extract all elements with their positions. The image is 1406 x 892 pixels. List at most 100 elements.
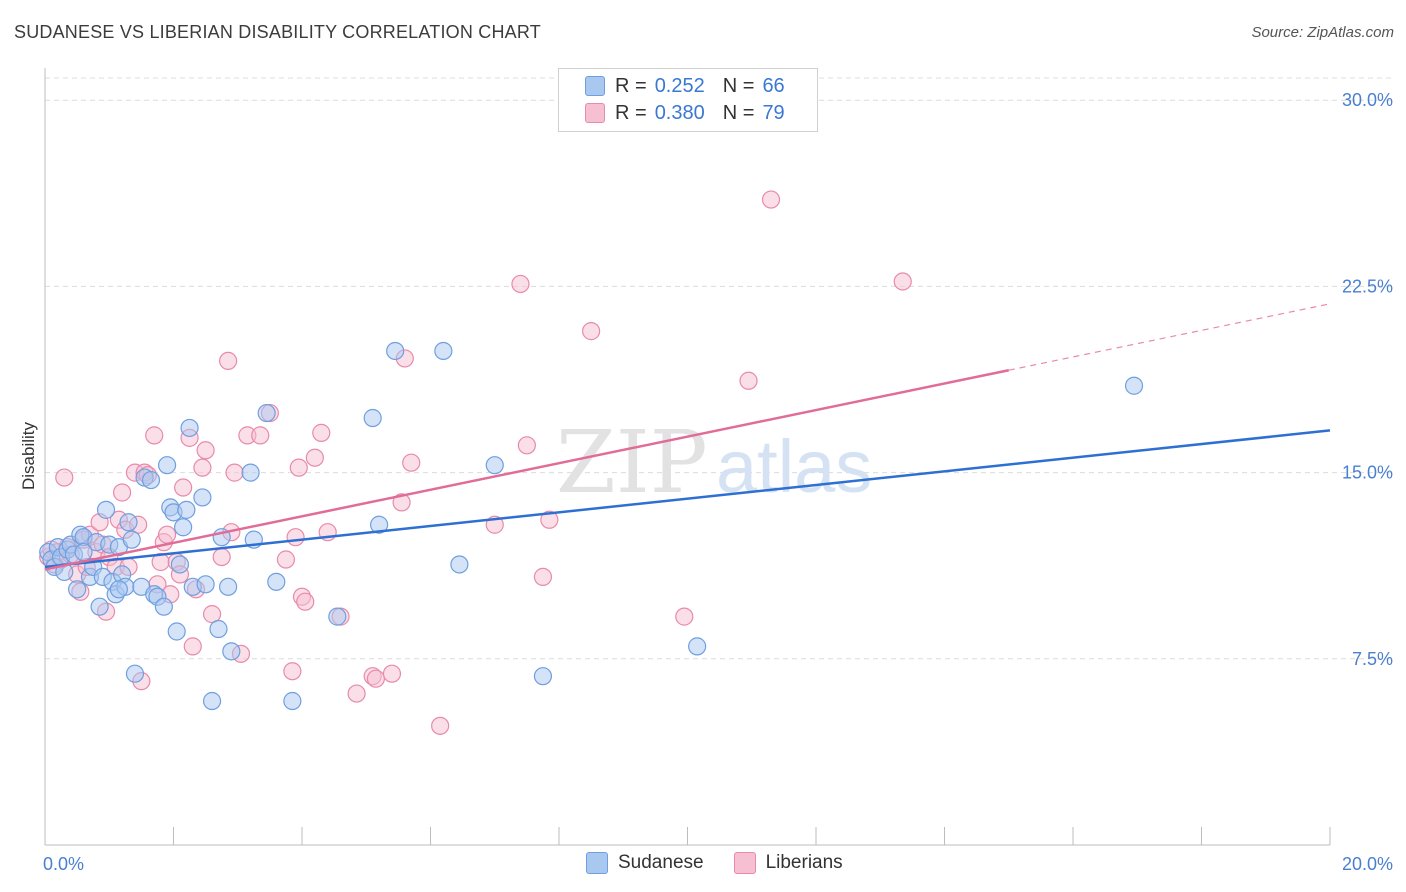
liberians-swatch [585,103,605,123]
watermark-atlas: atlas [716,425,872,508]
liberian-point [219,351,238,371]
axes [44,68,1331,846]
watermark: ZIP atlas [556,413,872,513]
liberian-point [145,426,164,445]
r-label: R = [615,74,647,97]
liberian-point [366,669,385,688]
x-tick-label: 20.0% [1342,854,1393,874]
liberian-point [431,716,450,735]
sudanese-point [122,530,141,549]
sudanese-point [202,691,222,711]
liberian-point [511,274,530,294]
sudanese-point [119,513,138,532]
sudanese-point [125,664,145,683]
sudanese-point [167,622,186,641]
sudanese-point [74,542,93,562]
liberian-trend-line-extension [1008,303,1331,371]
liberian-point [283,662,302,681]
liberian-point [286,528,305,547]
sudanese-point [68,580,87,599]
liberian-point [212,547,231,567]
liberian-point [312,423,331,442]
gridlines [45,77,1392,660]
liberian-point [296,592,315,611]
n-label: N = [722,101,755,124]
sudanese-swatch [585,76,605,96]
x-tick-label: 0.0% [43,854,84,874]
liberian-point [174,478,193,497]
n-value: 66 [762,74,785,97]
sudanese-point [170,555,190,574]
liberian-point [251,426,270,445]
sudanese-point [209,619,228,639]
sudanese-point [196,575,215,594]
liberian-point [533,567,553,586]
liberian-point [540,510,559,529]
sudanese-point [90,597,109,616]
sudanese-point [688,637,707,656]
tick-labels: 7.5% 15.0% 22.5% 30.0% 0.0% 20.0% [43,90,1393,874]
sudanese-point [180,418,199,438]
n-label: N = [722,74,755,97]
sudanese-trend-line [44,429,1331,569]
legend-label-sudanese: Sudanese [618,852,704,873]
liberian-point [289,458,308,477]
liberian-point [402,453,421,472]
sudanese-point [363,408,382,428]
sudanese-point [55,562,74,582]
sudanese-point [96,500,116,519]
liberian-trend-line [44,368,1010,571]
legend-item-sudanese[interactable]: Sudanese [586,852,704,874]
liberian-point [225,463,244,482]
liberians-swatch [733,852,756,874]
stats-legend-row-sudanese: R = 0.252 N = 66 [585,73,785,99]
n-value: 79 [762,101,785,124]
liberian-point [276,550,296,569]
sudanese-point [222,642,241,661]
stats-legend-row-liberians: R = 0.380 N = 79 [585,100,785,126]
sudanese-point [241,463,260,482]
sudanese-point [177,500,196,519]
legend-item-liberians[interactable]: Liberians [733,852,843,874]
liberian-point [761,190,781,209]
sudanese-swatch [586,852,608,874]
trend-lines [44,303,1331,571]
y-tick-label: 30.0% [1342,90,1393,110]
liberian-point [347,684,366,703]
y-tick-label: 7.5% [1352,649,1393,669]
sudanese-point [257,403,276,423]
liberian-point [392,493,411,512]
sudanese-point [267,572,286,591]
sudanese-point [283,691,302,711]
chart-title: SUDANESE VS LIBERIAN DISABILITY CORRELAT… [14,22,541,42]
r-value: 0.252 [654,74,705,97]
sudanese-point [154,597,173,616]
sudanese-point [219,577,238,596]
liberian-point [157,525,177,544]
liberian-point [517,436,536,455]
r-value: 0.380 [654,101,705,124]
watermark-zip: ZIP [556,413,708,513]
liberian-point [382,664,402,683]
liberian-point [305,448,324,467]
sudanese-point [174,518,193,537]
sudanese-point [533,667,553,686]
sudanese-point [109,580,128,599]
y-tick-label: 22.5% [1342,276,1393,296]
liberian-point [675,607,694,626]
r-label: R = [615,101,647,124]
legend-label-liberians: Liberians [765,852,843,873]
sudanese-point [485,456,504,475]
sudanese-point [386,341,405,361]
liberian-point [196,441,215,460]
points-sudanese [39,341,1144,711]
sudanese-point [141,470,161,490]
sudanese-point [328,607,347,626]
stats-legend: R = 0.252 N = 66 R = 0.380 N = 79 [558,68,818,132]
y-tick-label: 15.0% [1342,463,1393,483]
liberian-point [112,483,132,502]
liberian-point [582,322,601,341]
liberian-point [55,468,74,487]
liberian-point [893,272,912,291]
